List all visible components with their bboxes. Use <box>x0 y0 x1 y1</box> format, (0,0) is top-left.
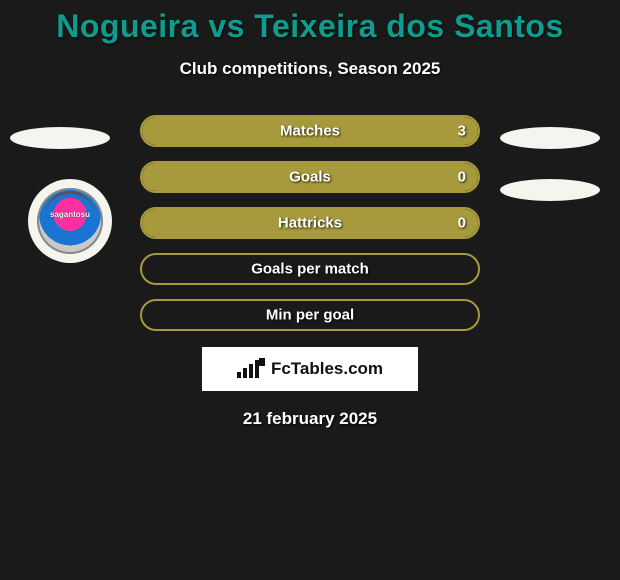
stat-value-right: 3 <box>458 123 466 140</box>
date-text: 21 february 2025 <box>0 409 620 429</box>
brand-box[interactable]: FcTables.com <box>202 347 418 391</box>
right-player-slot-bottom <box>500 179 600 201</box>
stats-table: Matches 3 Goals 0 Hattricks 0 Goals per match M… <box>140 115 480 331</box>
stat-label: Min per goal <box>266 307 354 324</box>
stat-label: Matches <box>280 123 340 140</box>
stat-value-right: 0 <box>458 215 466 232</box>
stat-row: Min per goal <box>140 299 480 331</box>
left-player-slot-top <box>10 127 110 149</box>
stat-row: Hattricks 0 <box>140 207 480 239</box>
stat-label: Goals per match <box>251 261 369 278</box>
left-club-badge: sagantosu <box>28 179 112 263</box>
badge-text: sagantosu <box>50 210 90 219</box>
stat-row: Goals 0 <box>140 161 480 193</box>
bar-chart-arrow-icon <box>237 360 265 378</box>
right-player-slot-top <box>500 127 600 149</box>
subtitle: Club competitions, Season 2025 <box>0 59 620 79</box>
stat-label: Hattricks <box>278 215 342 232</box>
page-title: Nogueira vs Teixeira dos Santos <box>0 0 620 45</box>
stat-row: Matches 3 <box>140 115 480 147</box>
stat-label: Goals <box>289 169 331 186</box>
brand-text: FcTables.com <box>271 359 383 379</box>
sagantosu-badge-icon: sagantosu <box>37 188 103 254</box>
stat-row: Goals per match <box>140 253 480 285</box>
stat-value-right: 0 <box>458 169 466 186</box>
